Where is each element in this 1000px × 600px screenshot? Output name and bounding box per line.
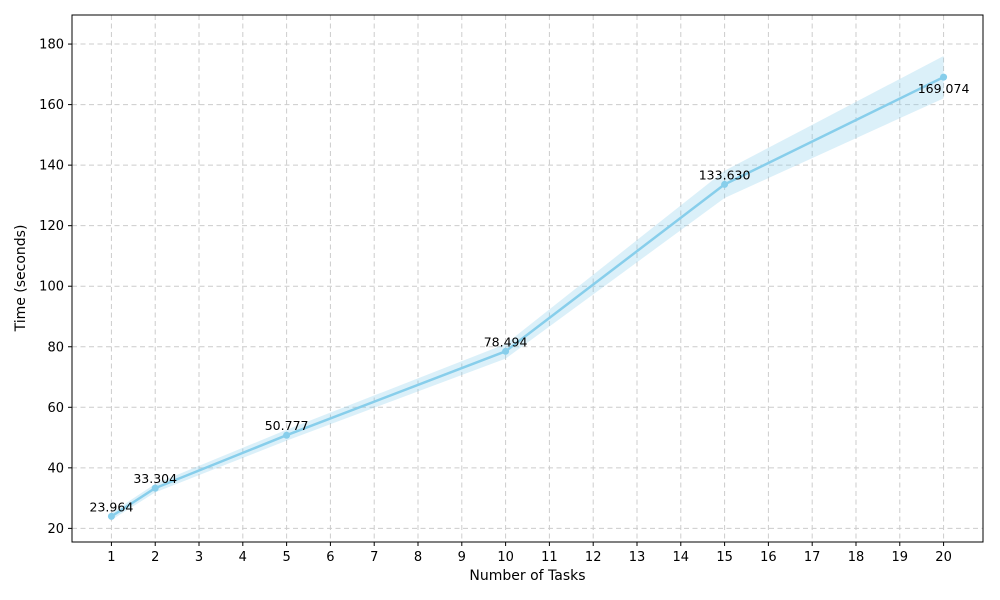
x-tick-label: 5 — [282, 550, 290, 565]
data-point-marker — [940, 73, 948, 81]
x-tick-label: 17 — [804, 550, 821, 565]
data-point-marker — [721, 180, 729, 188]
y-axis-label: Time (seconds) — [13, 224, 29, 332]
x-tick-label: 18 — [848, 550, 865, 565]
data-point-marker — [151, 484, 159, 492]
data-point-label: 33.304 — [133, 471, 177, 486]
y-tick-label: 180 — [39, 38, 64, 53]
x-tick-label: 14 — [673, 550, 690, 565]
x-tick-label: 19 — [892, 550, 909, 565]
y-tick-label: 20 — [47, 522, 64, 537]
x-tick-label: 3 — [195, 550, 203, 565]
x-tick-label: 16 — [760, 550, 777, 565]
plot-border — [71, 14, 984, 543]
y-tick-label: 120 — [39, 219, 64, 234]
x-tick-label: 13 — [629, 550, 646, 565]
x-tick-label: 8 — [414, 550, 422, 565]
x-axis-label: Number of Tasks — [469, 568, 586, 584]
data-point-label: 169.074 — [918, 81, 970, 96]
data-point-label: 23.964 — [90, 499, 134, 514]
x-tick-label: 9 — [458, 550, 466, 565]
x-tick-label: 10 — [497, 550, 514, 565]
data-point-marker — [502, 347, 510, 355]
x-tick-label: 6 — [326, 550, 334, 565]
data-line — [110, 75, 945, 518]
data-point-label: 133.630 — [699, 167, 751, 182]
y-tick-label: 100 — [39, 280, 64, 295]
data-point-label: 50.777 — [265, 418, 309, 433]
x-tick-label: 12 — [585, 550, 602, 565]
y-tick-label: 80 — [47, 340, 64, 355]
data-point-marker — [107, 512, 115, 520]
y-tick-label: 160 — [39, 98, 64, 113]
x-tick-label: 20 — [935, 550, 952, 565]
y-tick-label: 140 — [39, 159, 64, 174]
x-tick-label: 15 — [716, 550, 733, 565]
x-tick-label: 4 — [239, 550, 247, 565]
x-tick-label: 2 — [151, 550, 159, 565]
confidence-band — [111, 55, 944, 521]
y-tick-label: 60 — [47, 401, 64, 416]
y-tick-label: 40 — [47, 461, 64, 476]
data-point-marker — [283, 431, 291, 439]
x-tick-label: 11 — [541, 550, 558, 565]
data-point-label: 78.494 — [484, 334, 528, 349]
x-tick-label: 1 — [107, 550, 115, 565]
x-tick-label: 7 — [370, 550, 378, 565]
